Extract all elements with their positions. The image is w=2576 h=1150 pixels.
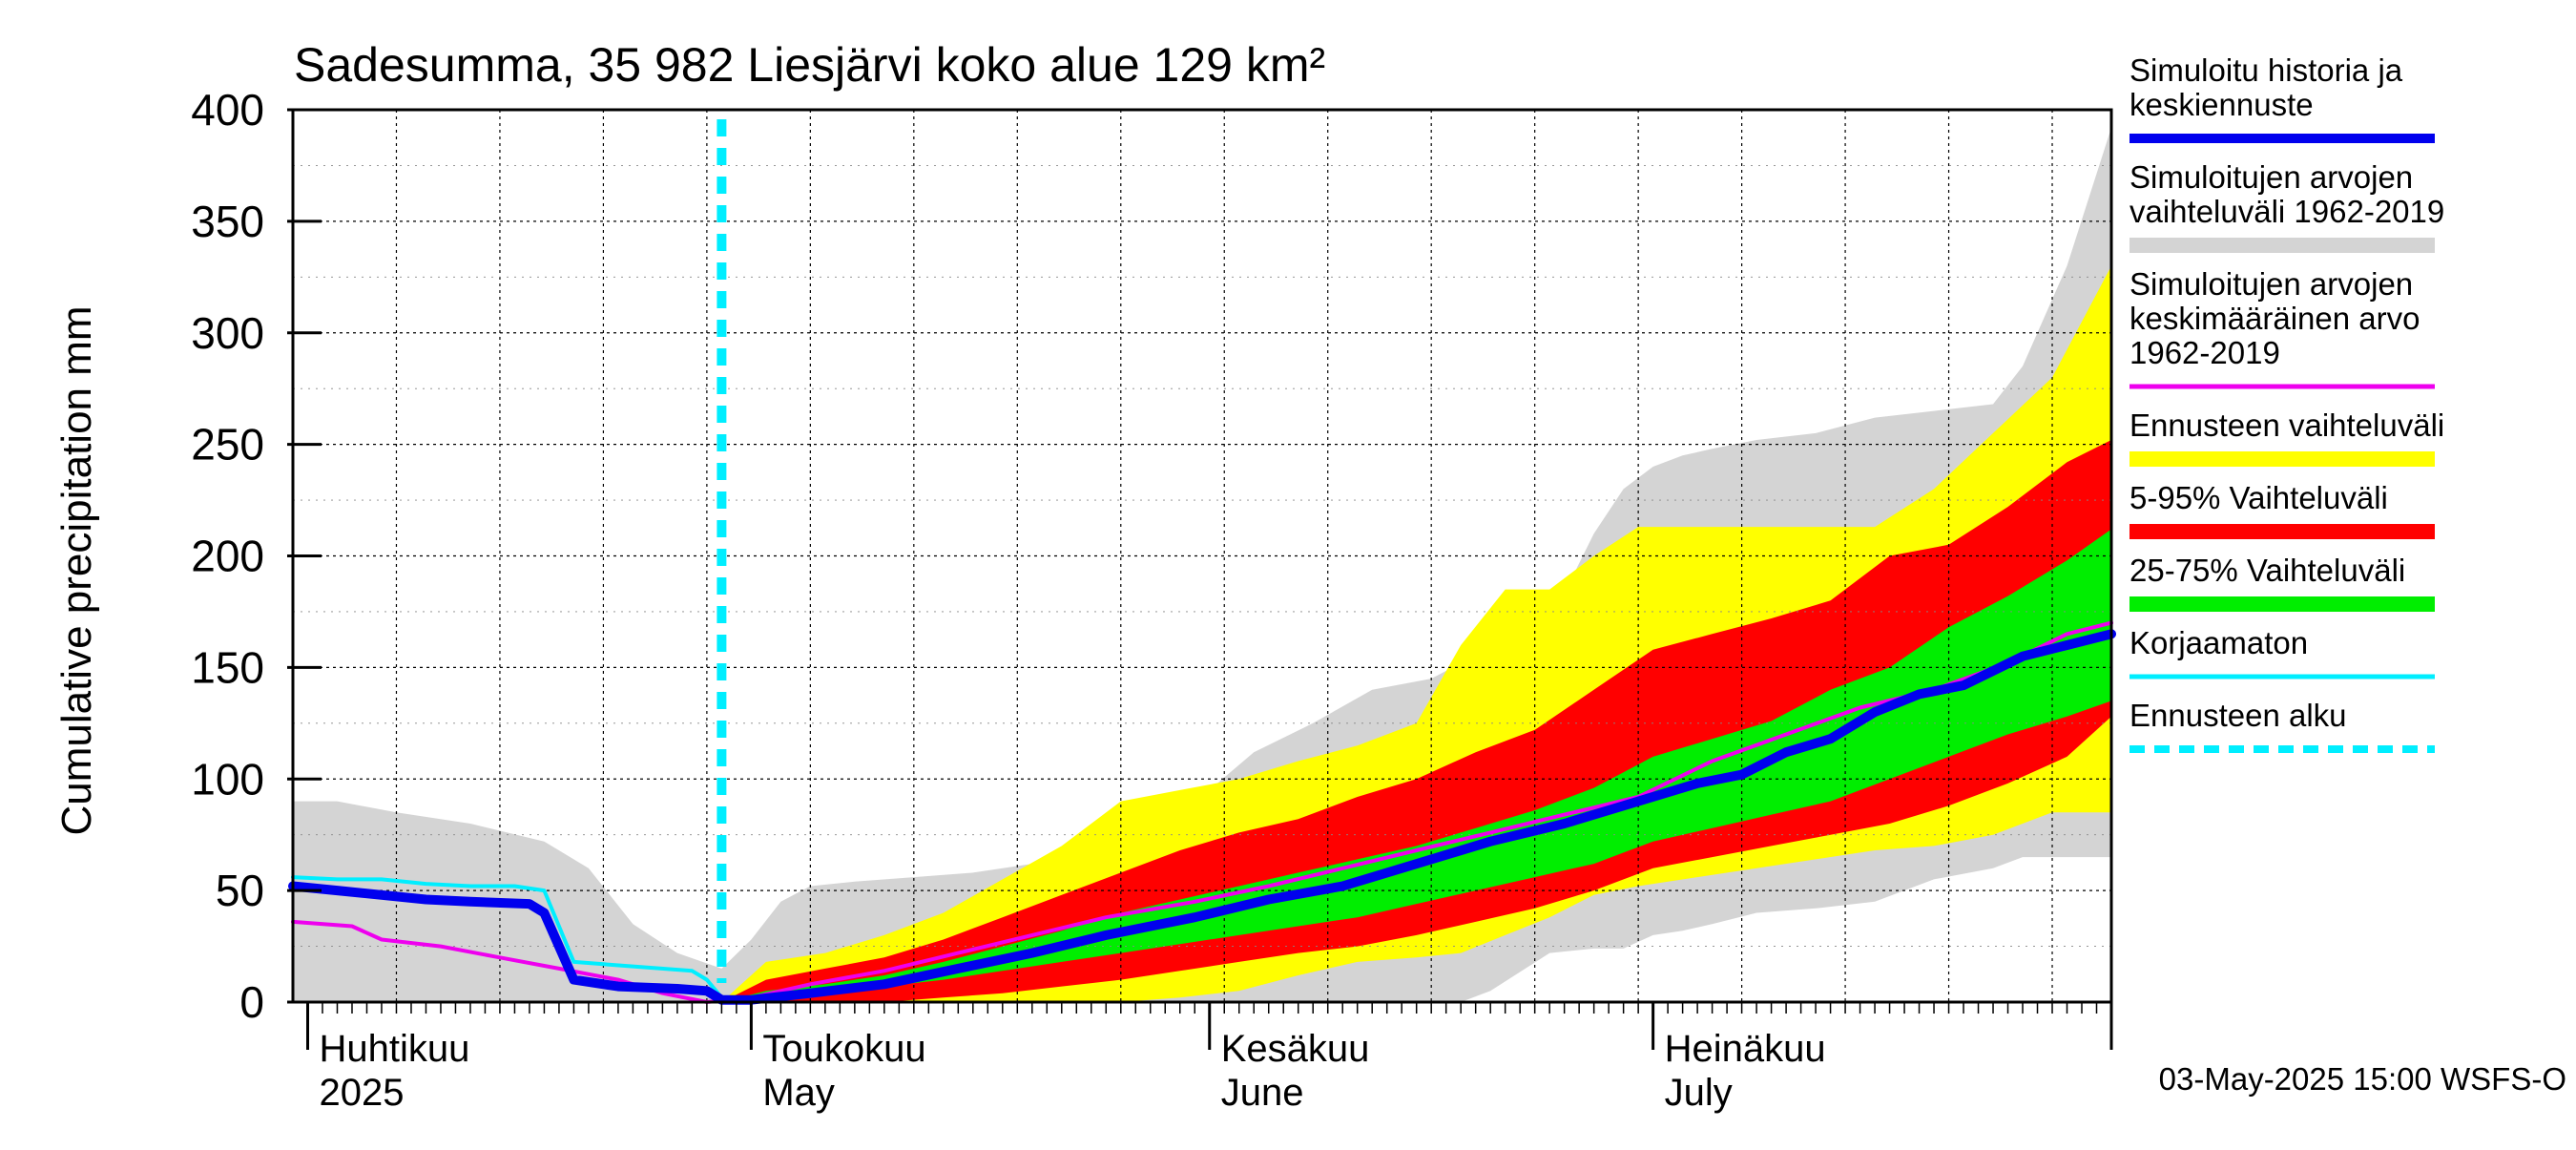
x-month-label-fi: Toukokuu	[762, 1028, 925, 1070]
legend-text: 5-95% Vaihteluväli	[2129, 480, 2388, 515]
y-tick-label: 300	[191, 308, 264, 358]
bands-layer	[293, 127, 2111, 1003]
x-month-label-en: May	[762, 1072, 835, 1114]
y-tick-label: 100	[191, 754, 264, 804]
y-tick-label: 250	[191, 420, 264, 470]
chart-title: Sadesumma, 35 982 Liesjärvi koko alue 12…	[294, 38, 1325, 92]
legend-text: Simuloitujen arvojen	[2129, 159, 2413, 195]
y-tick-label: 400	[191, 85, 264, 135]
grid-layer	[293, 110, 2111, 1002]
band-25-75-vaihteluvali	[721, 529, 2111, 1002]
lines-layer	[288, 119, 2116, 1005]
series-simuloitujen-arvojen-keskimaarainen-arvo-1962-2019	[291, 620, 2113, 1004]
y-tick-label: 50	[216, 866, 264, 915]
legend-text: 1962-2019	[2129, 335, 2280, 370]
x-month-label-en: June	[1221, 1072, 1304, 1114]
x-month-label-en: 2025	[319, 1072, 404, 1114]
x-month-label-fi: Huhtikuu	[319, 1028, 469, 1070]
legend-text: Ennusteen vaihteluväli	[2129, 408, 2444, 443]
x-month-label-en: July	[1665, 1072, 1733, 1114]
footer-timestamp: 03-May-2025 15:00 WSFS-O	[2159, 1061, 2566, 1097]
legend-text: keskimääräinen arvo	[2129, 301, 2420, 336]
x-month-label-fi: Kesäkuu	[1221, 1028, 1370, 1070]
y-axis-label: Cumulative precipitation mm	[53, 305, 100, 835]
legend-text: 25-75% Vaihteluväli	[2129, 553, 2405, 588]
legend-text: vaihteluväli 1962-2019	[2129, 194, 2444, 229]
y-tick-label: 200	[191, 532, 264, 581]
y-tick-label: 350	[191, 197, 264, 246]
legend-text: Simuloitu historia ja	[2129, 52, 2403, 88]
y-tick-label: 0	[239, 977, 264, 1027]
legend-text: Korjaamaton	[2129, 625, 2308, 660]
legend-text: Ennusteen alku	[2129, 698, 2347, 733]
series-simuloitu-historia-ja-keskiennuste	[288, 629, 2116, 1005]
x-month-label-fi: Heinäkuu	[1665, 1028, 1826, 1070]
legend-text: keskiennuste	[2129, 87, 2314, 122]
y-tick-label: 150	[191, 642, 264, 692]
legend-text: Simuloitujen arvojen	[2129, 266, 2413, 302]
